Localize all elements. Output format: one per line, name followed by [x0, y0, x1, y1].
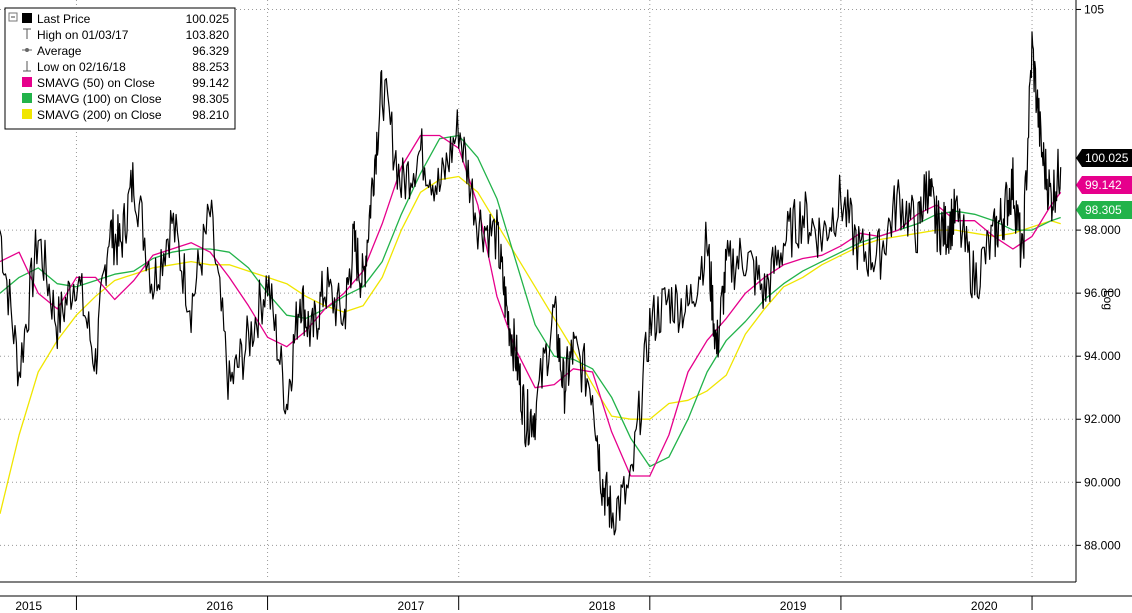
value-tags: 100.025 99.142 98.305	[1076, 149, 1132, 219]
legend-entry: Average 96.329	[22, 44, 229, 58]
legend-swatch	[22, 93, 32, 103]
x-tick-label: 2017	[398, 599, 425, 613]
value-tag-label: 99.142	[1085, 178, 1122, 192]
low-marker-icon	[23, 61, 31, 72]
y-tick-label: 94.000	[1084, 349, 1121, 363]
legend-value: 98.210	[192, 108, 229, 122]
value-tag-label: 98.305	[1085, 203, 1122, 217]
y-tick-label: 92.000	[1084, 412, 1121, 426]
legend-entry: High on 01/03/17 103.820	[23, 28, 229, 42]
legend-swatch	[22, 77, 32, 87]
watermark: Log	[1101, 290, 1115, 310]
legend-swatch	[22, 109, 32, 119]
value-tag: 100.025	[1076, 149, 1132, 167]
y-tick-label: 90.000	[1084, 475, 1121, 489]
x-tick-label: 2019	[780, 599, 807, 613]
legend-label: SMAVG (200) on Close	[37, 108, 162, 122]
value-tag-label: 100.025	[1085, 151, 1129, 165]
value-tag-box	[1076, 201, 1132, 219]
value-tag: 98.305	[1076, 201, 1132, 219]
series-line-smavg-200	[0, 175, 1061, 514]
series-line-last-price	[0, 31, 1062, 536]
x-tick-label: 2015	[15, 599, 42, 613]
log-watermark: Log	[1101, 290, 1115, 310]
legend-label: Average	[37, 44, 82, 58]
y-tick-label: 88.000	[1084, 538, 1121, 552]
legend-entry: SMAVG (50) on Close 99.142	[22, 76, 229, 90]
high-marker-icon	[23, 28, 31, 39]
average-marker-dot	[25, 48, 29, 52]
legend-value: 103.820	[186, 28, 230, 42]
legend-value: 88.253	[192, 60, 229, 74]
legend-entry: SMAVG (200) on Close 98.210	[22, 108, 229, 122]
legend-entry: Last Price 100.025	[22, 12, 229, 26]
value-tag: 99.142	[1076, 176, 1132, 194]
x-tick-label: 2020	[971, 599, 998, 613]
legend-entry: SMAVG (100) on Close 98.305	[22, 92, 229, 106]
legend-value: 98.305	[192, 92, 229, 106]
x-tick-label: 2016	[206, 599, 233, 613]
legend-entry: Low on 02/16/18 88.253	[23, 60, 229, 74]
value-tag-box	[1076, 149, 1132, 167]
legend-box	[4, 7, 236, 130]
legend-value: 99.142	[192, 76, 229, 90]
y-tick-label: 105	[1084, 2, 1104, 16]
legend-label: Low on 02/16/18	[37, 60, 126, 74]
value-tag-box	[1076, 176, 1132, 194]
legend: Last Price 100.025 High on 01/03/17 103.820…	[4, 7, 236, 130]
y-tick-label: 98.000	[1084, 223, 1121, 237]
x-tick-label: 2018	[589, 599, 616, 613]
legend-swatch	[22, 13, 32, 23]
legend-label: SMAVG (50) on Close	[37, 76, 155, 90]
legend-label: High on 01/03/17	[37, 28, 129, 42]
legend-label: SMAVG (100) on Close	[37, 92, 162, 106]
y-tick-label: 96.000	[1084, 286, 1121, 300]
legend-value: 96.329	[192, 44, 229, 58]
legend-label: Last Price	[37, 12, 91, 26]
series-layer	[0, 31, 1062, 536]
legend-value: 100.025	[186, 12, 230, 26]
